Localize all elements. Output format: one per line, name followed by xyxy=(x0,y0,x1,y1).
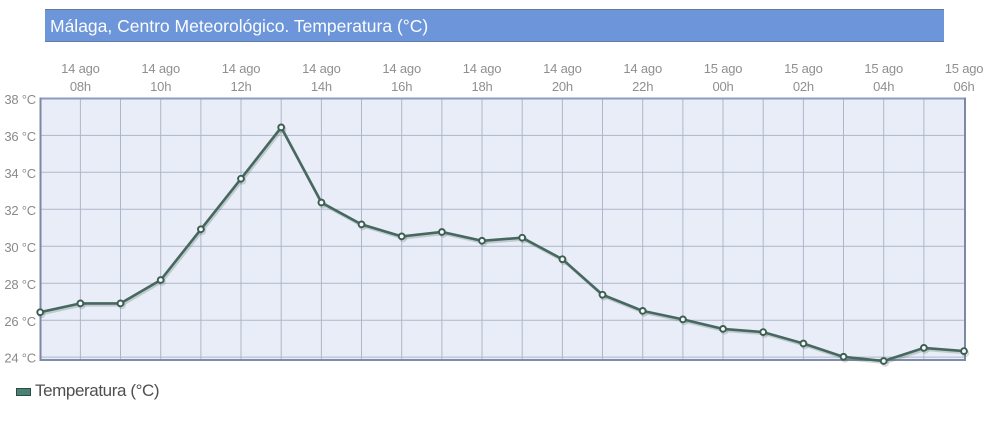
svg-text:14 ago: 14 ago xyxy=(61,61,100,76)
svg-text:15 ago: 15 ago xyxy=(784,61,823,76)
svg-text:12h: 12h xyxy=(230,79,251,94)
svg-text:08h: 08h xyxy=(70,79,91,94)
svg-text:28 °C: 28 °C xyxy=(4,277,36,292)
svg-text:14 ago: 14 ago xyxy=(623,61,662,76)
svg-text:14 ago: 14 ago xyxy=(463,61,502,76)
svg-text:36 °C: 36 °C xyxy=(4,129,36,144)
svg-text:14 ago: 14 ago xyxy=(222,61,261,76)
svg-text:26 °C: 26 °C xyxy=(4,314,36,329)
svg-text:02h: 02h xyxy=(793,79,814,94)
svg-text:18h: 18h xyxy=(471,79,492,94)
svg-text:16h: 16h xyxy=(391,79,412,94)
svg-text:15 ago: 15 ago xyxy=(704,61,743,76)
svg-text:14 ago: 14 ago xyxy=(302,61,341,76)
svg-text:15 ago: 15 ago xyxy=(864,61,903,76)
svg-text:14 ago: 14 ago xyxy=(382,61,421,76)
svg-text:32 °C: 32 °C xyxy=(4,203,36,218)
svg-text:24 °C: 24 °C xyxy=(4,351,36,366)
svg-text:30 °C: 30 °C xyxy=(4,240,36,255)
svg-text:10h: 10h xyxy=(150,79,171,94)
svg-text:00h: 00h xyxy=(712,79,733,94)
svg-text:14 ago: 14 ago xyxy=(141,61,180,76)
svg-text:20h: 20h xyxy=(552,79,573,94)
svg-text:38 °C: 38 °C xyxy=(4,92,36,107)
svg-text:22h: 22h xyxy=(632,79,653,94)
svg-text:14 ago: 14 ago xyxy=(543,61,582,76)
svg-text:14h: 14h xyxy=(311,79,332,94)
svg-text:34 °C: 34 °C xyxy=(4,166,36,181)
svg-text:06h: 06h xyxy=(953,79,974,94)
svg-text:04h: 04h xyxy=(873,79,894,94)
svg-text:15 ago: 15 ago xyxy=(945,61,984,76)
